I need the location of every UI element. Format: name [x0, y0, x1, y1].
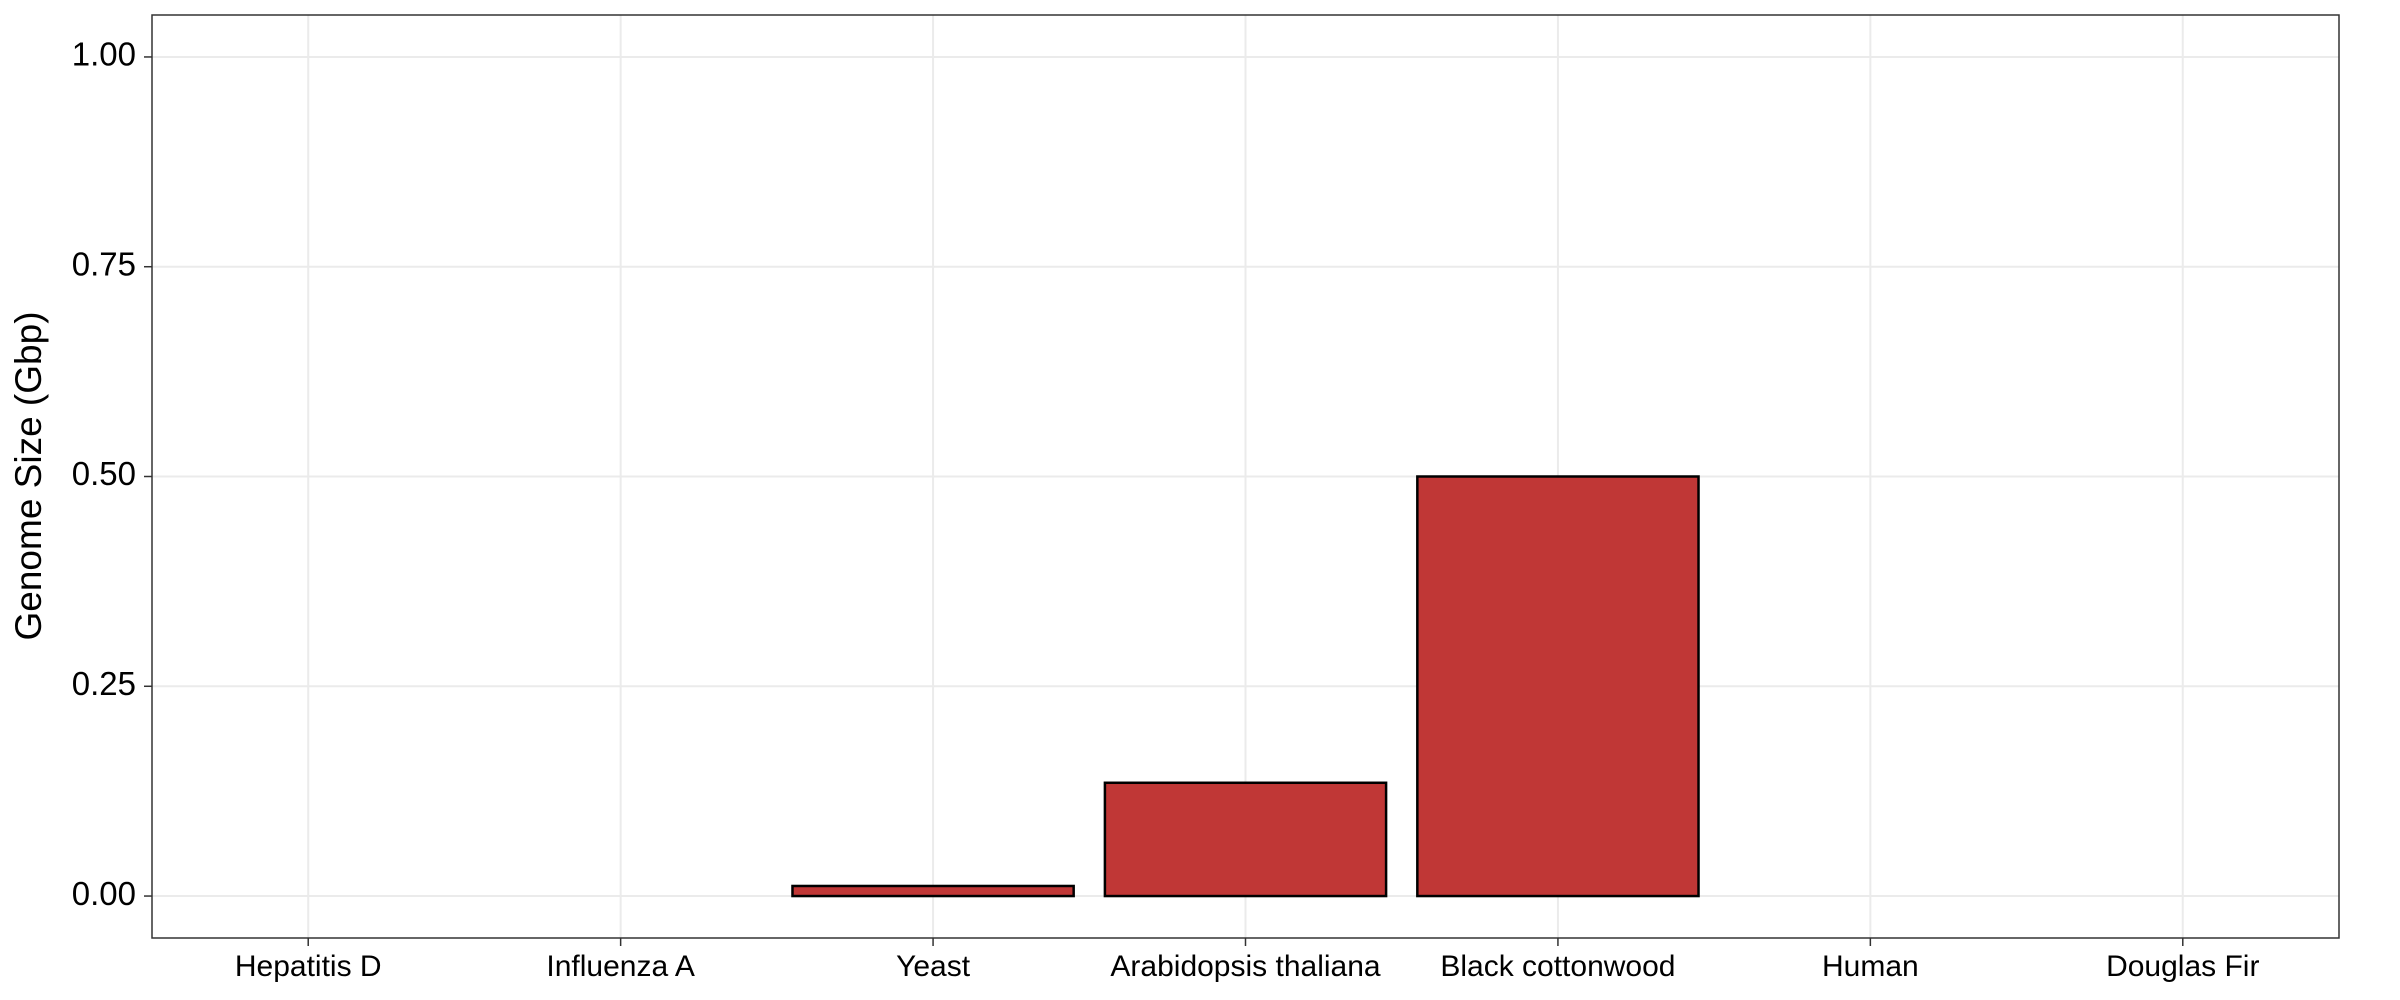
x-tick-label: Black cottonwood: [1440, 950, 1675, 983]
x-tick-label: Yeast: [896, 950, 971, 983]
x-tick-label: Douglas Fir: [2106, 950, 2259, 983]
y-tick-label: 0.75: [72, 245, 136, 282]
y-tick-label: 1.00: [72, 36, 136, 73]
x-tick-label: Arabidopsis thaliana: [1110, 950, 1380, 983]
bar: [1103, 781, 1388, 898]
x-tick-label: Influenza A: [546, 950, 694, 983]
bar: [791, 884, 1075, 898]
y-tick-label: 0.50: [72, 455, 136, 492]
bar: [1416, 475, 1700, 898]
y-axis-label: Genome Size (Gbp): [8, 311, 49, 640]
marks: [791, 475, 1700, 898]
y-tick-label: 0.00: [72, 875, 136, 912]
y-tick-label: 0.25: [72, 665, 136, 702]
x-tick-label: Hepatitis D: [235, 950, 382, 983]
x-tick-label: Human: [1822, 950, 1919, 983]
